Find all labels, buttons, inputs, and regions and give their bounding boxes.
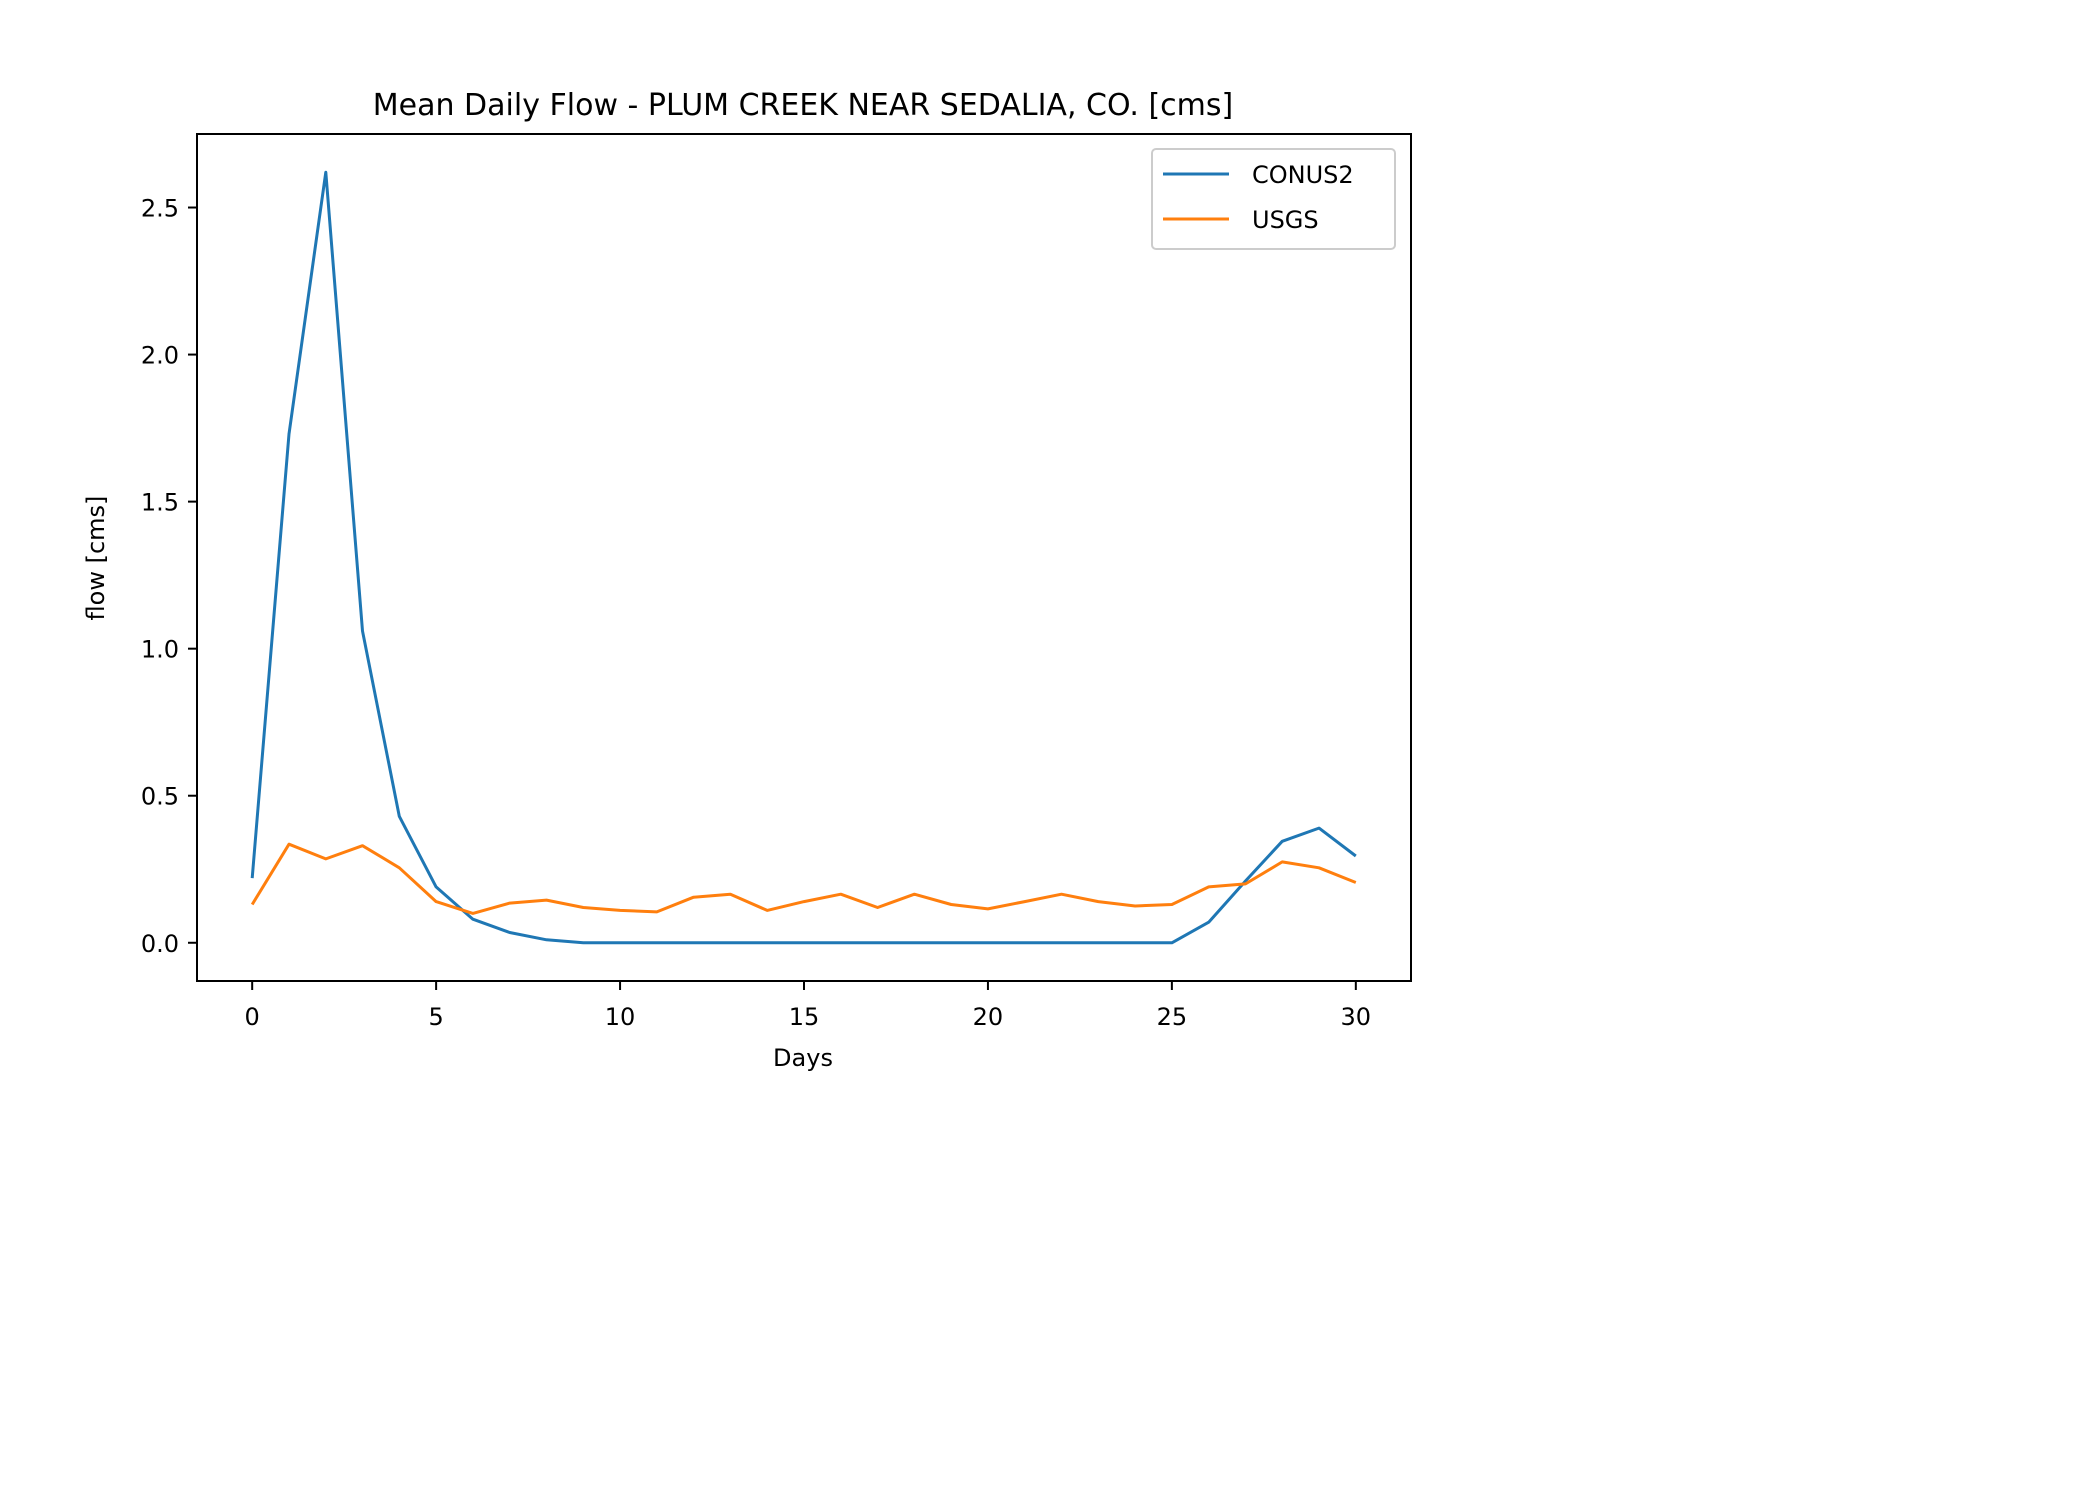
x-tick-label: 0 (245, 1003, 260, 1031)
legend-label-conus2: CONUS2 (1252, 161, 1354, 189)
x-tick-label: 15 (789, 1003, 820, 1031)
x-tick-label: 20 (973, 1003, 1004, 1031)
series-line-usgs (250, 842, 1357, 915)
chart-title: Mean Daily Flow - PLUM CREEK NEAR SEDALI… (373, 88, 1233, 123)
x-tick-label: 5 (428, 1003, 443, 1031)
series-line-conus2 (250, 170, 1357, 945)
chart-figure: Mean Daily Flow - PLUM CREEK NEAR SEDALI… (82, 88, 1412, 1072)
y-axis-label: flow [cms] (82, 496, 110, 621)
series-layer (250, 170, 1357, 945)
y-tick-label: 2.0 (141, 342, 179, 370)
x-axis: 0 5 10 15 20 25 30 (245, 981, 1372, 1031)
legend: CONUS2 USGS (1151, 148, 1396, 250)
y-axis: 0.0 0.5 1.0 1.5 2.0 2.5 (141, 195, 197, 958)
legend-label-usgs: USGS (1252, 206, 1319, 234)
x-axis-label: Days (773, 1044, 833, 1072)
y-tick-label: 0.5 (141, 783, 179, 811)
y-tick-label: 1.0 (141, 636, 179, 664)
y-tick-label: 1.5 (141, 489, 179, 517)
x-tick-label: 25 (1157, 1003, 1188, 1031)
x-tick-label: 30 (1341, 1003, 1372, 1031)
x-tick-label: 10 (605, 1003, 636, 1031)
y-tick-label: 2.5 (141, 195, 179, 223)
y-tick-label: 0.0 (141, 930, 179, 958)
